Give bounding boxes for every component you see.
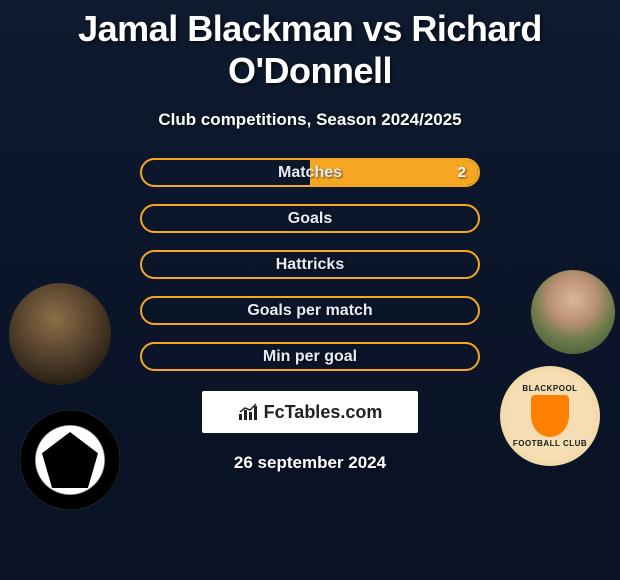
stat-label: Matches (278, 164, 342, 182)
brand-chart-icon (238, 403, 260, 421)
stat-value-right: 2 (458, 164, 466, 181)
club-right-bottom-text: FOOTBALL CLUB (513, 439, 587, 448)
club-right-shield-icon (531, 395, 569, 437)
stat-bar-goals: Goals (140, 204, 480, 233)
stat-bar-min-per-goal: Min per goal (140, 342, 480, 371)
stat-bar-hattricks: Hattricks (140, 250, 480, 279)
club-right-top-text: BLACKPOOL (522, 384, 577, 393)
stat-label: Goals (288, 210, 332, 228)
subtitle: Club competitions, Season 2024/2025 (0, 110, 620, 130)
stat-label: Hattricks (276, 256, 344, 274)
brand-text: FcTables.com (264, 402, 383, 423)
player-right-avatar (531, 270, 615, 354)
brand-badge: FcTables.com (202, 391, 418, 433)
player-right-club-badge: BLACKPOOL FOOTBALL CLUB (500, 366, 600, 466)
player-left-avatar (9, 283, 111, 385)
page-title: Jamal Blackman vs Richard O'Donnell (0, 0, 620, 92)
stat-bar-goals-per-match: Goals per match (140, 296, 480, 325)
player-left-club-badge (20, 410, 120, 510)
comparison-area: BLACKPOOL FOOTBALL CLUB Matches 2 Goals … (0, 158, 620, 371)
club-left-shield-icon (42, 432, 98, 488)
stat-label: Goals per match (247, 302, 372, 320)
stat-bar-matches: Matches 2 (140, 158, 480, 187)
stat-label: Min per goal (263, 348, 357, 366)
stat-bars: Matches 2 Goals Hattricks Goals per matc… (140, 158, 480, 371)
